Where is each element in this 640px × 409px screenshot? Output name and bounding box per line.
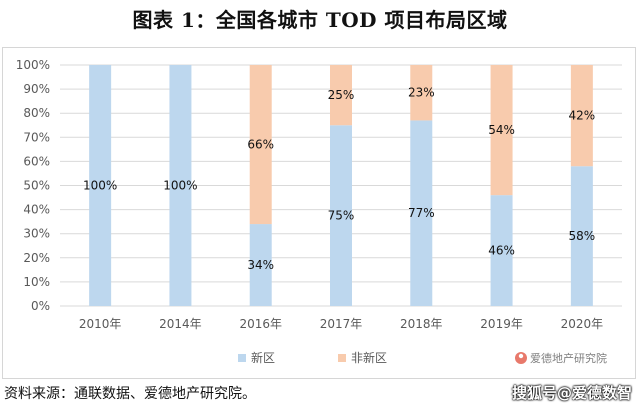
y-tick-label: 40% [23,203,50,217]
data-label: 66% [247,138,274,152]
bar-new-district [249,224,272,306]
y-tick-label: 20% [23,251,50,265]
bar-non-new-district [330,65,352,126]
x-tick-label: 2016年 [239,317,282,331]
bar-new-district [410,120,433,307]
y-tick-label: 0% [31,299,50,313]
y-tick-label: 90% [23,82,50,96]
data-label: 77% [408,206,435,220]
y-tick-label: 80% [23,106,50,120]
data-label: 100% [83,179,117,193]
y-tick-label: 30% [23,227,50,241]
data-label: 23% [408,86,435,100]
bar-new-district [169,65,192,306]
x-tick-label: 2018年 [400,317,443,331]
bar-new-district [89,65,112,306]
y-tick-label: 60% [23,154,50,168]
bar-new-district [570,166,593,306]
data-label: 58% [569,229,596,243]
corner-watermark: 搜狐号@爱德数智 [511,384,632,402]
data-label: 42% [569,109,596,123]
source-note: 资料来源：通联数据、爱德地产研究院。 [4,386,256,402]
legend-new-district-label: 新区 [251,350,275,365]
chart-title: 图表 1：全国各城市 TOD 项目布局区域 [132,8,508,32]
x-tick-label: 2010年 [79,317,122,331]
bar-non-new-district [410,65,433,121]
legend-non-new-district-swatch [338,354,346,362]
data-label: 25% [328,88,355,102]
bar-new-district [490,195,513,306]
y-tick-label: 70% [23,130,50,144]
data-label: 46% [488,244,515,258]
bar-non-new-district [570,65,593,167]
chart-watermark: 爱德地产研究院 [530,351,607,365]
x-tick-label: 2019年 [480,317,523,331]
bar-new-district [330,125,352,306]
x-tick-label: 2014年 [159,317,202,331]
logo-mark-inner-icon [518,353,524,359]
data-label: 75% [328,209,355,223]
legend-non-new-district-label: 非新区 [351,350,387,365]
y-tick-label: 100% [16,58,50,72]
data-label: 100% [163,179,197,193]
y-tick-label: 50% [23,179,50,193]
legend-new-district-swatch [238,354,246,362]
data-label: 34% [247,258,274,272]
y-tick-label: 10% [23,275,50,289]
x-tick-label: 2017年 [320,317,363,331]
x-tick-label: 2020年 [561,317,604,331]
data-label: 54% [488,123,515,137]
bar-non-new-district [249,65,272,225]
bar-non-new-district [490,65,513,196]
